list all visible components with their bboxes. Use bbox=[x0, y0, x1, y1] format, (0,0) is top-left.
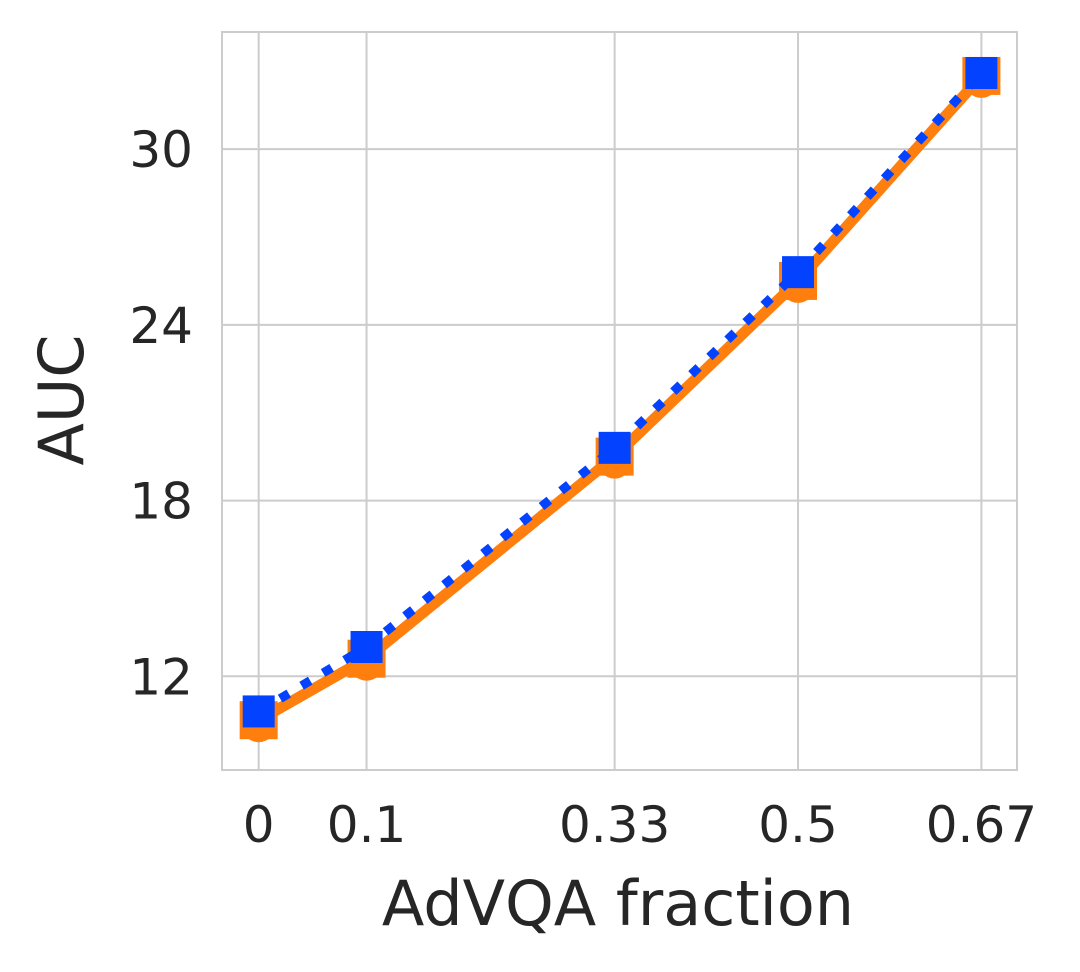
x-axis-label: AdVQA fraction bbox=[382, 867, 854, 940]
square-marker bbox=[965, 57, 998, 89]
y-tick-label: 24 bbox=[129, 297, 193, 355]
series-2 bbox=[242, 57, 998, 728]
x-tick-label: 0.67 bbox=[926, 796, 1037, 854]
x-tick-label: 0.5 bbox=[758, 796, 838, 854]
grid-lines bbox=[222, 32, 1017, 770]
y-axis-label: AUC bbox=[25, 334, 98, 465]
square-marker bbox=[350, 631, 383, 663]
plot-area-frame bbox=[221, 31, 1018, 771]
x-tick-label: 0.33 bbox=[559, 796, 670, 854]
square-marker bbox=[598, 431, 631, 464]
data-series bbox=[239, 56, 1001, 743]
square-marker bbox=[242, 695, 275, 728]
y-tick-label: 12 bbox=[129, 648, 193, 706]
series-2-line bbox=[256, 69, 985, 716]
x-tick-label: 0.1 bbox=[327, 796, 407, 854]
tick-labels: 0 0.1 0.33 0.5 0.67 12 18 24 30 bbox=[129, 121, 1037, 854]
x-tick-label: 0 bbox=[243, 796, 275, 854]
square-marker bbox=[782, 256, 815, 289]
y-tick-label: 18 bbox=[129, 473, 193, 531]
y-tick-label: 30 bbox=[129, 121, 193, 179]
